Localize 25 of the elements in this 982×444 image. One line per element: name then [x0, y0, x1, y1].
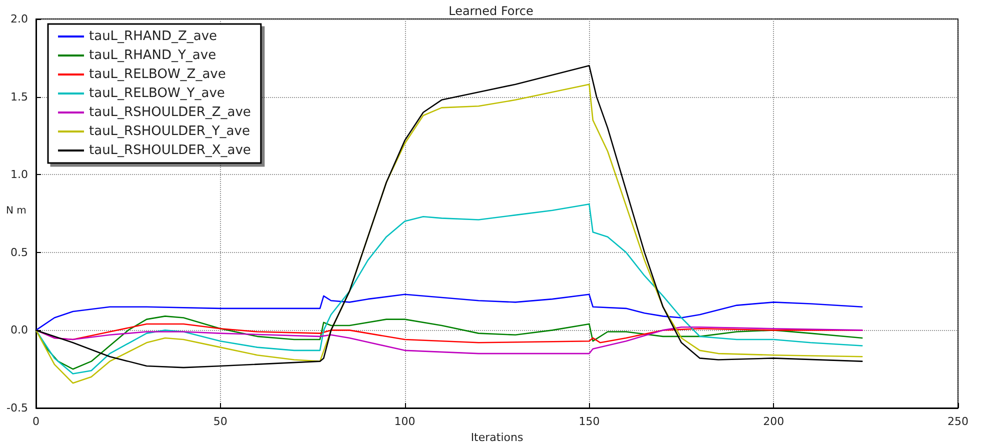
- y-tick-label: 1.5: [10, 90, 28, 104]
- legend-label: tauL_RELBOW_Y_ave: [89, 86, 225, 101]
- x-tick-label: 150: [578, 415, 600, 428]
- x-tick-label: 250: [948, 415, 968, 428]
- y-tick-label: 0.5: [10, 246, 28, 259]
- y-tick-label: 1.0: [10, 168, 28, 182]
- legend-label: tauL_RSHOULDER_Y_ave: [89, 124, 250, 139]
- legend-label: tauL_RHAND_Z_ave: [89, 29, 218, 44]
- legend-label: tauL_RSHOULDER_X_ave: [89, 143, 251, 158]
- y-tick-label: 0.0: [10, 324, 28, 337]
- x-tick-label: 200: [763, 415, 784, 428]
- y-tick-label: 2.0: [10, 12, 28, 26]
- line-series: [35, 326, 863, 354]
- legend-label: tauL_RHAND_Y_ave: [89, 48, 216, 63]
- line-series: [35, 204, 863, 374]
- y-axis-title: N m: [6, 206, 26, 216]
- x-tick-label: 50: [213, 415, 228, 428]
- x-tick-label: 100: [394, 415, 416, 428]
- legend-label: tauL_RSHOULDER_Z_ave: [89, 105, 251, 120]
- y-tick-label: -0.5: [6, 402, 28, 414]
- x-axis-title: Iterations: [470, 430, 524, 444]
- chart-title: Learned Force: [448, 4, 534, 18]
- x-tick-label: 0: [32, 415, 40, 428]
- line-series: [35, 294, 863, 331]
- legend-label: tauL_RELBOW_Z_ave: [89, 67, 226, 82]
